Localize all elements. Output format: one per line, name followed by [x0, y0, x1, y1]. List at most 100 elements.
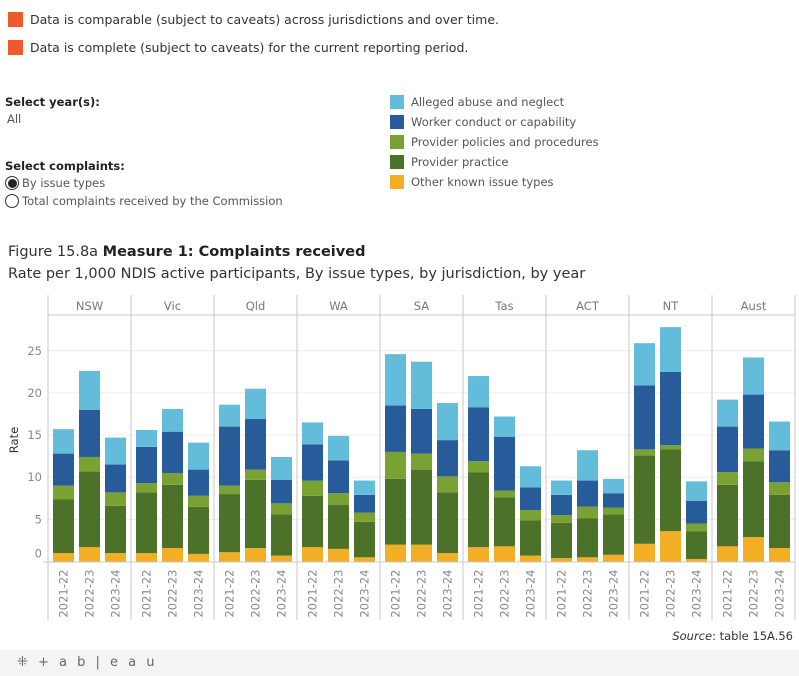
bar-segment[interactable] — [188, 553, 209, 562]
bar-segment[interactable] — [660, 327, 681, 372]
bar-segment[interactable] — [494, 436, 515, 491]
bar-segment[interactable] — [437, 492, 458, 554]
legend-item-abuse[interactable]: Alleged abuse and neglect — [390, 92, 599, 112]
bar-segment[interactable] — [686, 481, 707, 501]
bar-segment[interactable] — [219, 494, 240, 553]
bar-segment[interactable] — [577, 450, 598, 481]
bar-segment[interactable] — [354, 521, 375, 558]
bar-segment[interactable] — [634, 449, 655, 456]
bar-segment[interactable] — [660, 449, 681, 532]
bar-segment[interactable] — [743, 537, 764, 562]
bar-segment[interactable] — [717, 426, 738, 473]
bar-segment[interactable] — [385, 451, 406, 479]
legend-item-policies[interactable]: Provider policies and procedures — [390, 132, 599, 152]
bar-segment[interactable] — [219, 485, 240, 495]
bar-segment[interactable] — [219, 426, 240, 486]
bar-segment[interactable] — [634, 455, 655, 544]
bar-segment[interactable] — [520, 510, 541, 521]
bar-segment[interactable] — [520, 487, 541, 511]
legend-item-worker[interactable]: Worker conduct or capability — [390, 112, 599, 132]
bar-segment[interactable] — [302, 547, 323, 562]
bar-segment[interactable] — [136, 483, 157, 493]
bar-segment[interactable] — [271, 503, 292, 515]
bar-segment[interactable] — [328, 493, 349, 506]
bar-segment[interactable] — [634, 385, 655, 450]
bar-segment[interactable] — [79, 471, 100, 548]
bar-segment[interactable] — [245, 469, 266, 480]
bar-segment[interactable] — [79, 409, 100, 457]
bar-segment[interactable] — [105, 553, 126, 562]
bar-segment[interactable] — [437, 440, 458, 477]
bar-segment[interactable] — [411, 361, 432, 409]
bar-segment[interactable] — [603, 514, 624, 555]
bar-segment[interactable] — [551, 558, 572, 562]
bar-segment[interactable] — [302, 480, 323, 496]
bar-segment[interactable] — [577, 506, 598, 519]
bar-segment[interactable] — [494, 546, 515, 562]
bar-segment[interactable] — [468, 376, 489, 408]
bar-segment[interactable] — [354, 494, 375, 513]
bar-segment[interactable] — [105, 492, 126, 506]
bar-segment[interactable] — [79, 370, 100, 410]
bar-segment[interactable] — [385, 354, 406, 406]
bar-segment[interactable] — [385, 405, 406, 452]
bar-segment[interactable] — [743, 461, 764, 538]
bar-segment[interactable] — [105, 464, 126, 493]
bar-segment[interactable] — [577, 557, 598, 562]
bar-segment[interactable] — [188, 506, 209, 554]
bar-segment[interactable] — [245, 419, 266, 470]
tableau-logo-icon[interactable]: ⁜ + a b | e a u — [17, 655, 158, 670]
bar-segment[interactable] — [219, 404, 240, 427]
legend-item-practice[interactable]: Provider practice — [390, 152, 599, 172]
bar-segment[interactable] — [520, 466, 541, 488]
bar-segment[interactable] — [660, 445, 681, 450]
radio-by-issue-types-label[interactable]: By issue types — [22, 176, 106, 190]
bar-segment[interactable] — [219, 552, 240, 562]
bar-segment[interactable] — [634, 343, 655, 386]
bar-segment[interactable] — [302, 444, 323, 481]
bar-segment[interactable] — [603, 554, 624, 562]
bar-segment[interactable] — [188, 442, 209, 470]
bar-segment[interactable] — [686, 523, 707, 532]
bar-segment[interactable] — [188, 469, 209, 496]
bar-segment[interactable] — [494, 497, 515, 547]
bar-segment[interactable] — [769, 494, 790, 549]
bar-segment[interactable] — [245, 388, 266, 420]
bar-segment[interactable] — [105, 505, 126, 554]
bar-segment[interactable] — [743, 448, 764, 462]
bar-segment[interactable] — [551, 494, 572, 516]
bar-segment[interactable] — [53, 499, 74, 554]
bar-segment[interactable] — [328, 505, 349, 549]
bar-segment[interactable] — [328, 460, 349, 494]
bar-segment[interactable] — [385, 544, 406, 562]
bar-segment[interactable] — [437, 553, 458, 562]
bar-segment[interactable] — [53, 429, 74, 454]
bar-segment[interactable] — [660, 371, 681, 446]
bar-segment[interactable] — [136, 446, 157, 484]
bar-segment[interactable] — [603, 507, 624, 515]
bar-segment[interactable] — [743, 394, 764, 449]
bar-segment[interactable] — [717, 484, 738, 547]
bar-segment[interactable] — [577, 518, 598, 558]
bar-segment[interactable] — [162, 472, 183, 485]
bar-segment[interactable] — [302, 495, 323, 548]
bar-segment[interactable] — [494, 416, 515, 437]
bar-segment[interactable] — [686, 500, 707, 524]
bar-segment[interactable] — [162, 484, 183, 549]
bar-segment[interactable] — [551, 522, 572, 559]
bar-segment[interactable] — [468, 547, 489, 562]
radio-selected-icon[interactable] — [5, 176, 19, 190]
bar-segment[interactable] — [686, 531, 707, 559]
bar-segment[interactable] — [302, 422, 323, 445]
radio-unselected-icon[interactable] — [5, 194, 19, 208]
bar-segment[interactable] — [354, 480, 375, 495]
select-year-dropdown[interactable]: All — [7, 112, 22, 126]
bar-segment[interactable] — [717, 546, 738, 562]
bar-segment[interactable] — [769, 548, 790, 562]
bar-segment[interactable] — [328, 548, 349, 562]
bar-segment[interactable] — [385, 478, 406, 545]
bar-segment[interactable] — [769, 421, 790, 451]
bar-segment[interactable] — [634, 543, 655, 562]
bar-segment[interactable] — [136, 429, 157, 447]
bar-segment[interactable] — [717, 399, 738, 427]
